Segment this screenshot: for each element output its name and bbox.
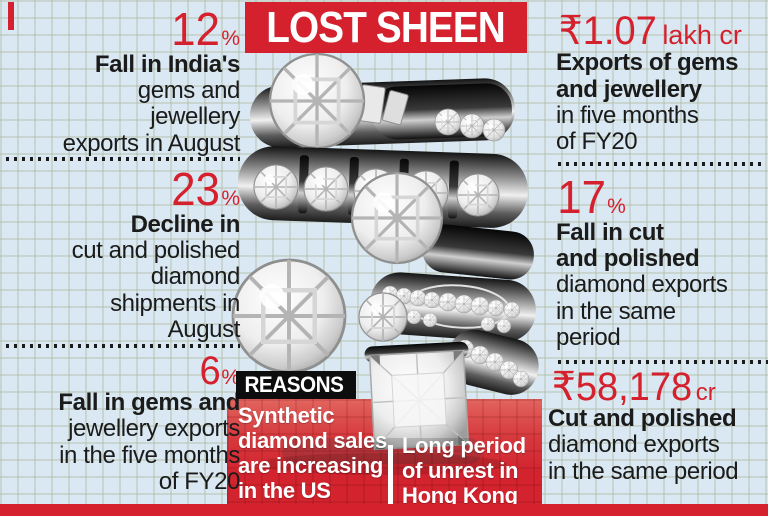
stat-bold-label: Fall in India's bbox=[94, 50, 240, 78]
reason-item-hongkong: Long period of unrest in Hong Kong bbox=[402, 433, 526, 508]
stat-value: ₹1.07 bbox=[558, 9, 657, 53]
stat-description: cut and polished diamond shipments in Au… bbox=[71, 237, 241, 344]
stat-value: 17 bbox=[557, 171, 606, 223]
stat-description: gems and jewellery exports in August bbox=[62, 77, 241, 157]
page-title-banner: LOST SHEEN bbox=[245, 2, 527, 53]
reasons-heading: REASONS bbox=[244, 372, 344, 397]
stat-value: 6 bbox=[199, 349, 221, 393]
reasons-divider bbox=[388, 445, 393, 505]
stat-description: jewellery exports in the five months of … bbox=[59, 415, 240, 496]
stat-value: 23 bbox=[171, 163, 221, 215]
stat-bold-label: Exports of gems and jewellery bbox=[556, 49, 739, 103]
stat-bold-label: Fall in gems and bbox=[58, 389, 240, 416]
stat-unit: % bbox=[221, 27, 240, 50]
stat-description: diamond exports in the same period bbox=[556, 271, 728, 352]
dotted-divider bbox=[558, 360, 768, 365]
dotted-divider bbox=[6, 344, 240, 349]
stat-right-cut-polished-value: ₹58,178 cr Cut and polished diamond expor… bbox=[548, 365, 768, 485]
stat-unit: lakh cr bbox=[662, 20, 742, 50]
stat-left-august-exports: 12% Fall in India's gems and jewellery e… bbox=[0, 3, 241, 157]
stat-unit: % bbox=[221, 366, 240, 389]
dotted-divider bbox=[6, 157, 240, 162]
stat-bold-label: Fall in cut and polished bbox=[556, 218, 700, 273]
stat-unit: % bbox=[607, 195, 626, 218]
stat-value: 12 bbox=[171, 3, 221, 55]
stat-bold-label: Cut and polished bbox=[548, 405, 737, 432]
stat-description: in five months of FY20 bbox=[556, 101, 699, 156]
red-tick-mark bbox=[8, 2, 14, 30]
stat-left-fy20-exports: 6% Fall in gems and jewellery exports in… bbox=[0, 349, 240, 496]
page-title: LOST SHEEN bbox=[266, 2, 506, 52]
stat-value: ₹58,178 bbox=[551, 365, 693, 409]
stat-bold-label: Decline in bbox=[130, 210, 241, 238]
stat-right-cut-polished-fall: 17% Fall in cut and polished diamond exp… bbox=[556, 171, 768, 352]
stacked-diamond-rings-image bbox=[222, 46, 539, 475]
stat-unit: % bbox=[221, 187, 240, 210]
bottom-red-bar bbox=[0, 504, 768, 516]
stat-left-diamond-shipments: 23% Decline in cut and polished diamond … bbox=[0, 163, 241, 344]
dotted-divider bbox=[558, 162, 766, 167]
reason-item-us: Synthetic diamond sales are increasing i… bbox=[238, 403, 387, 503]
stat-unit: cr bbox=[695, 379, 716, 406]
reasons-heading-banner: REASONS bbox=[236, 371, 356, 399]
stat-right-total-exports: ₹1.07 lakh cr Exports of gems and jewelle… bbox=[556, 9, 768, 156]
stat-description: diamond exports in the same period bbox=[548, 431, 739, 485]
